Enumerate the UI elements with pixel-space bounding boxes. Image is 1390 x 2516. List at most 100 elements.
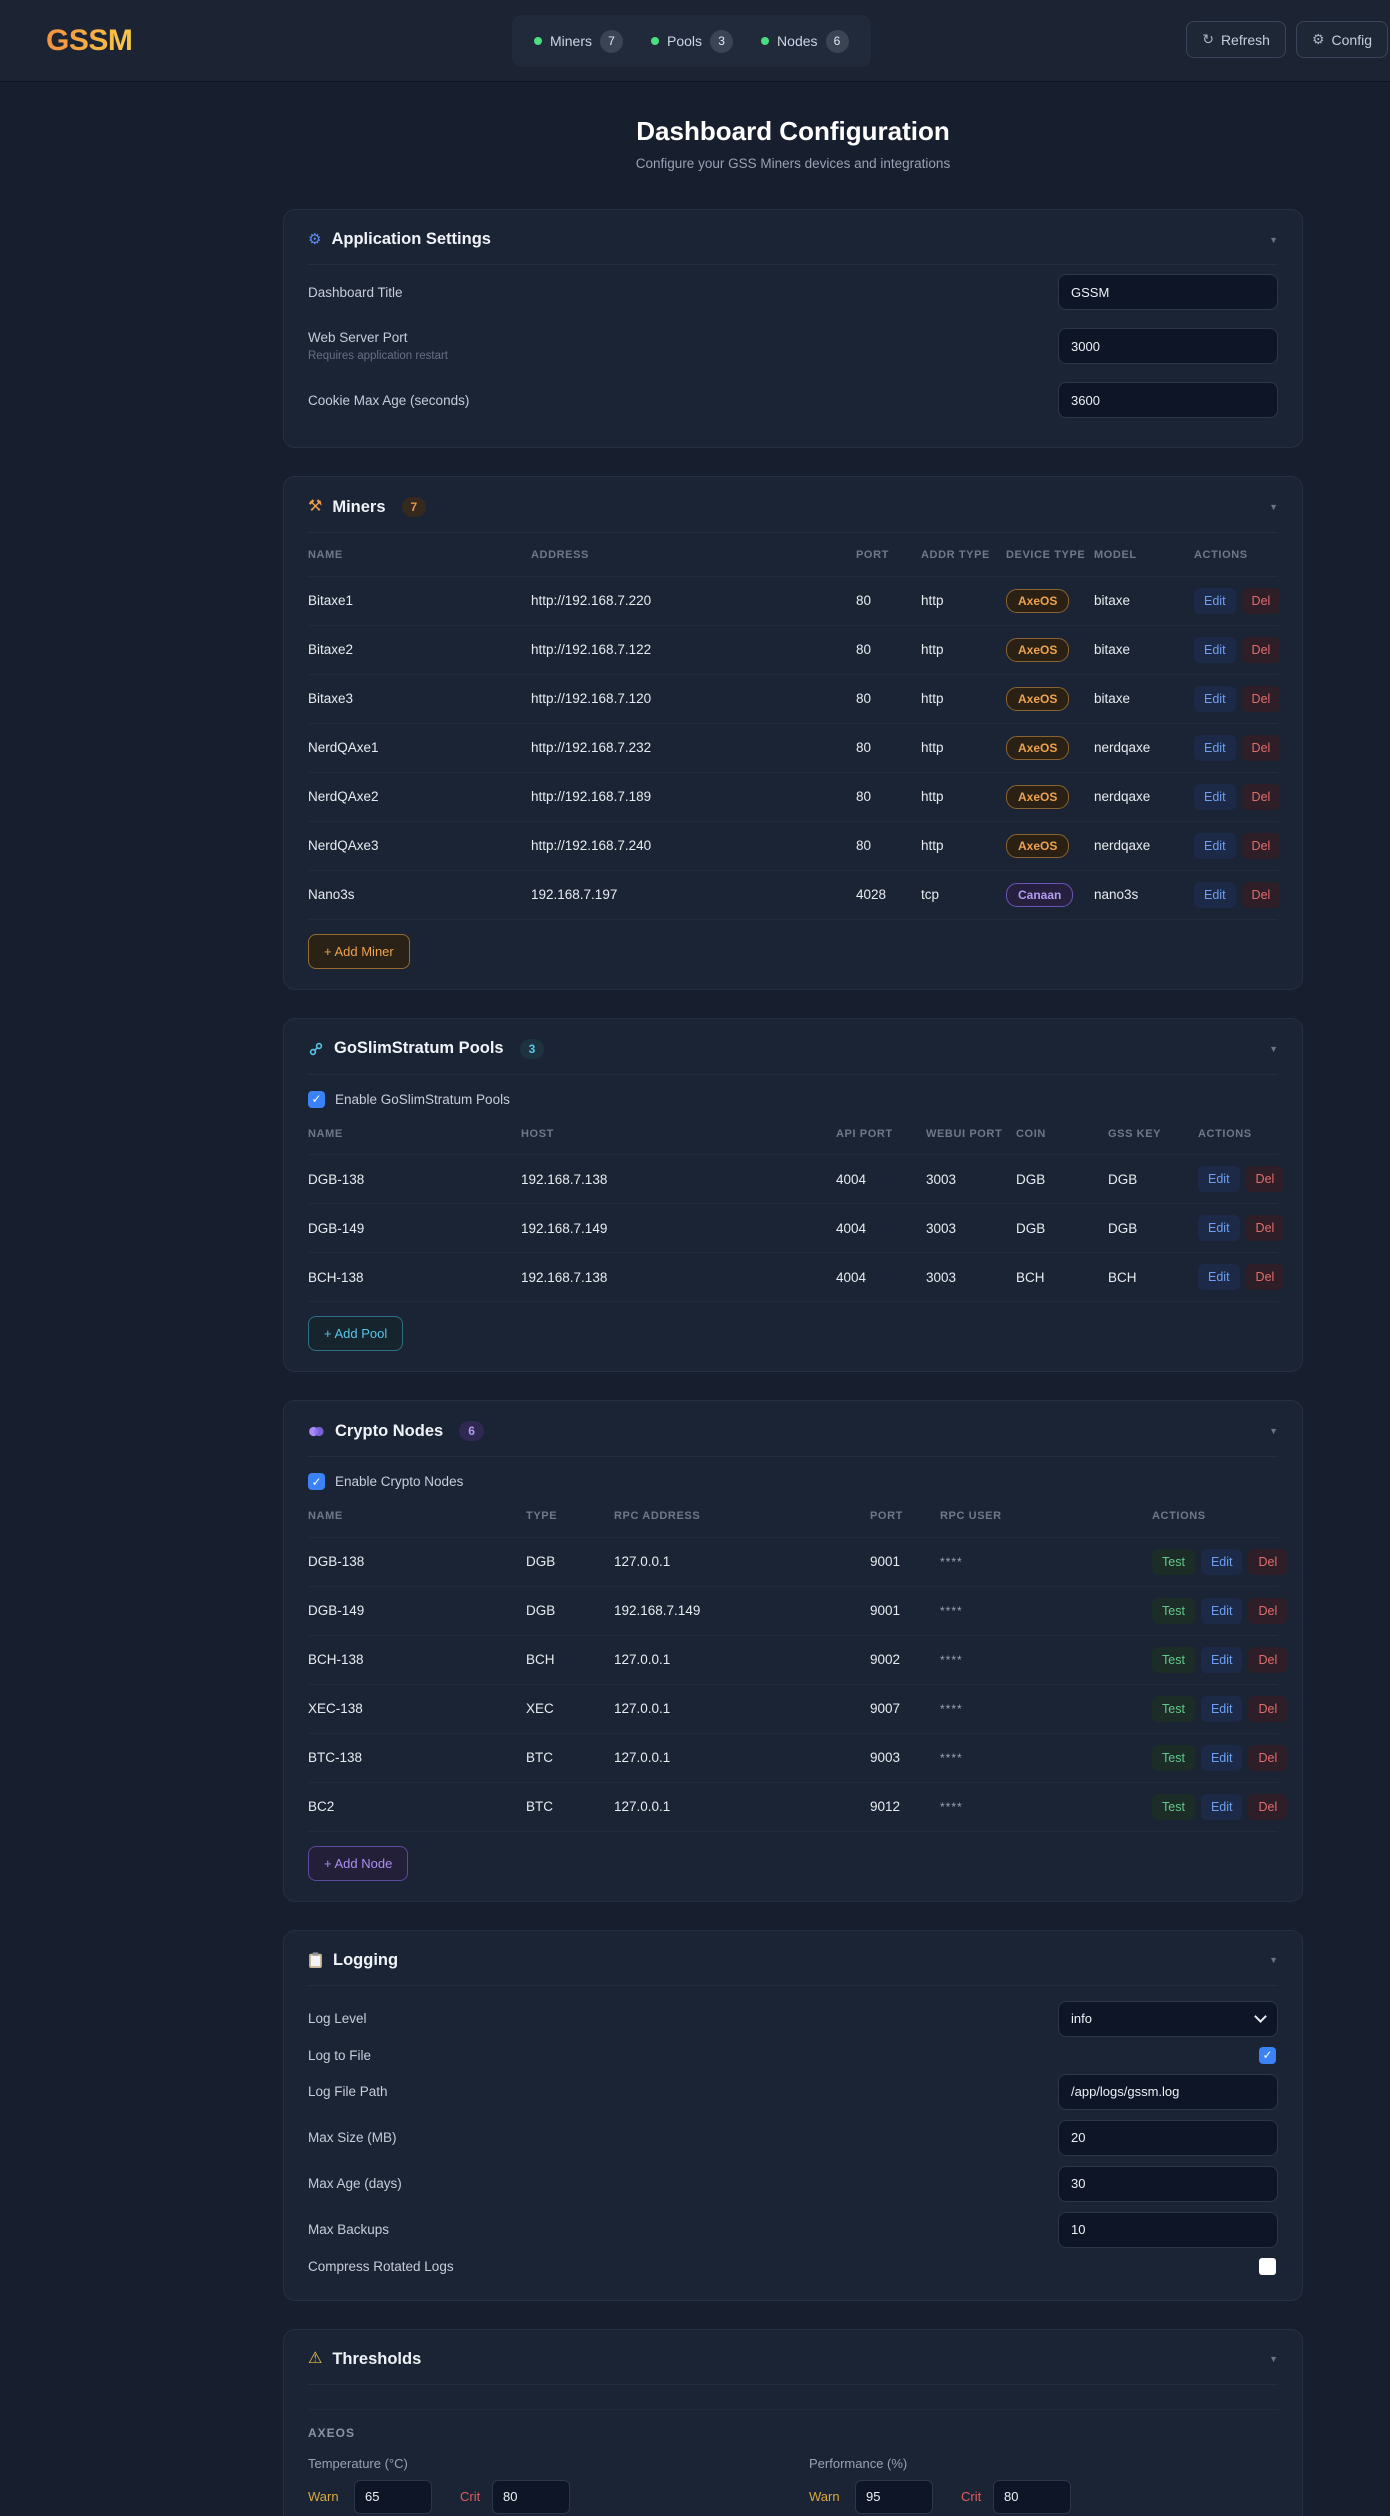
delete-button[interactable]: Del bbox=[1245, 1264, 1285, 1290]
edit-button[interactable]: Edit bbox=[1200, 1695, 1243, 1722]
node-type: DGB bbox=[526, 1603, 556, 1618]
log-level-select[interactable]: info bbox=[1058, 2000, 1278, 2037]
nav-item-pools[interactable]: Pools 3 bbox=[651, 29, 734, 53]
add-node-button[interactable]: + Add Node bbox=[308, 1845, 409, 1881]
delete-button[interactable]: Del bbox=[1248, 1646, 1288, 1673]
cookie-max-age-label: Cookie Max Age (seconds) bbox=[308, 392, 470, 408]
test-button[interactable]: Test bbox=[1152, 1744, 1195, 1771]
edit-button[interactable]: Edit bbox=[1194, 734, 1236, 761]
delete-button[interactable]: Del bbox=[1241, 783, 1281, 810]
delete-button[interactable]: Del bbox=[1241, 636, 1281, 663]
delete-button[interactable]: Del bbox=[1248, 1597, 1288, 1624]
add-pool-button[interactable]: + Add Pool bbox=[308, 1316, 404, 1351]
status-dot-icon bbox=[761, 37, 770, 45]
max-age-input[interactable] bbox=[1058, 2165, 1278, 2202]
node-type: XEC bbox=[526, 1701, 554, 1716]
edit-button[interactable]: Edit bbox=[1198, 1215, 1240, 1241]
nav-item-miners[interactable]: Miners 7 bbox=[534, 29, 624, 53]
delete-button[interactable]: Del bbox=[1248, 1744, 1288, 1771]
node-rpc-user: **** bbox=[940, 1701, 963, 1716]
gear-icon: ⚙ bbox=[308, 231, 322, 248]
compress-logs-row: Compress Rotated Logs bbox=[308, 2253, 1278, 2280]
chevron-down-icon[interactable]: ▼ bbox=[1269, 234, 1278, 245]
delete-button[interactable]: Del bbox=[1241, 832, 1281, 859]
warn-input[interactable] bbox=[354, 2479, 432, 2514]
page-subtitle: Configure your GSS Miners devices and in… bbox=[635, 156, 951, 171]
device-type-badge: Canaan bbox=[1006, 882, 1074, 907]
edit-button[interactable]: Edit bbox=[1198, 1166, 1240, 1192]
compress-logs-checkbox[interactable] bbox=[1259, 2257, 1276, 2275]
col-port: Port bbox=[856, 549, 889, 561]
edit-button[interactable]: Edit bbox=[1194, 636, 1236, 663]
chevron-down-icon[interactable]: ▼ bbox=[1269, 1043, 1278, 1054]
delete-button[interactable]: Del bbox=[1248, 1548, 1288, 1575]
edit-button[interactable]: Edit bbox=[1200, 1744, 1243, 1771]
card-header: ⚙ Application Settings ▼ bbox=[308, 230, 1278, 265]
test-button[interactable]: Test bbox=[1152, 1695, 1195, 1722]
delete-button[interactable]: Del bbox=[1241, 881, 1281, 908]
card-header: GoSlimStratum Pools 3 ▼ bbox=[308, 1038, 1278, 1075]
edit-button[interactable]: Edit bbox=[1200, 1548, 1243, 1575]
web-server-port-input[interactable] bbox=[1058, 328, 1278, 364]
chevron-down-icon[interactable]: ▼ bbox=[1269, 502, 1278, 512]
edit-button[interactable]: Edit bbox=[1200, 1793, 1243, 1820]
edit-button[interactable]: Edit bbox=[1194, 783, 1236, 810]
crit-label: Crit bbox=[460, 2489, 481, 2504]
dashboard-title-input[interactable] bbox=[1058, 274, 1278, 310]
node-name: BCH-138 bbox=[308, 1652, 364, 1667]
edit-button[interactable]: Edit bbox=[1200, 1597, 1243, 1624]
edit-button[interactable]: Edit bbox=[1198, 1264, 1240, 1290]
header-actions: ↻ Refresh ⚙ Config bbox=[1186, 21, 1388, 58]
miner-addr-type: http bbox=[921, 789, 944, 804]
node-name: DGB-138 bbox=[308, 1554, 365, 1569]
delete-button[interactable]: Del bbox=[1245, 1166, 1285, 1192]
edit-button[interactable]: Edit bbox=[1194, 685, 1236, 712]
add-miner-button[interactable]: + Add Miner bbox=[308, 933, 410, 969]
refresh-icon: ↻ bbox=[1202, 31, 1214, 47]
enable-pools-checkbox[interactable]: ✓ bbox=[308, 1090, 325, 1108]
test-button[interactable]: Test bbox=[1152, 1646, 1195, 1673]
max-backups-input[interactable] bbox=[1058, 2211, 1278, 2248]
gear-icon: ⚙ bbox=[1311, 31, 1325, 47]
table-header-row: Name Type RPC Address Port RPC User Acti… bbox=[308, 1496, 1278, 1537]
max-size-input[interactable] bbox=[1058, 2119, 1278, 2156]
delete-button[interactable]: Del bbox=[1245, 1215, 1285, 1241]
node-rpc-address: 127.0.0.1 bbox=[614, 1652, 671, 1667]
warn-input[interactable] bbox=[855, 2479, 933, 2514]
card-pools: GoSlimStratum Pools 3 ▼ ✓ Enable GoSlimS… bbox=[283, 1017, 1303, 1372]
edit-button[interactable]: Edit bbox=[1194, 881, 1236, 908]
section-title: Application Settings bbox=[331, 230, 491, 248]
edit-button[interactable]: Edit bbox=[1194, 587, 1236, 614]
chevron-down-icon[interactable]: ▼ bbox=[1269, 1955, 1278, 1965]
delete-button[interactable]: Del bbox=[1241, 587, 1281, 614]
delete-button[interactable]: Del bbox=[1248, 1695, 1288, 1722]
device-type-badge: AxeOS bbox=[1006, 637, 1070, 662]
miner-model: nerdqaxe bbox=[1094, 789, 1151, 804]
delete-button[interactable]: Del bbox=[1241, 685, 1281, 712]
edit-button[interactable]: Edit bbox=[1194, 832, 1236, 859]
test-button[interactable]: Test bbox=[1152, 1793, 1195, 1820]
web-server-port-label: Web Server Port bbox=[308, 330, 408, 345]
nodes-table: Name Type RPC Address Port RPC User Acti… bbox=[308, 1496, 1288, 1831]
col-address: Address bbox=[531, 549, 589, 561]
config-button[interactable]: ⚙ Config bbox=[1295, 21, 1388, 58]
delete-button[interactable]: Del bbox=[1248, 1793, 1288, 1820]
miner-model: nano3s bbox=[1094, 887, 1139, 902]
test-button[interactable]: Test bbox=[1152, 1597, 1195, 1624]
refresh-button[interactable]: ↻ Refresh bbox=[1186, 21, 1286, 58]
enable-nodes-checkbox[interactable]: ✓ bbox=[308, 1473, 325, 1490]
chevron-down-icon[interactable]: ▼ bbox=[1269, 2354, 1278, 2364]
crit-input[interactable] bbox=[993, 2479, 1071, 2514]
miner-address: http://192.168.7.120 bbox=[531, 691, 652, 706]
node-rpc-address: 127.0.0.1 bbox=[614, 1799, 671, 1814]
log-file-path-input[interactable] bbox=[1058, 2073, 1278, 2110]
cookie-max-age-input[interactable] bbox=[1058, 382, 1278, 418]
table-row: NerdQAxe3 http://192.168.7.240 80 http A… bbox=[308, 820, 1281, 870]
edit-button[interactable]: Edit bbox=[1200, 1646, 1243, 1673]
nav-item-nodes[interactable]: Nodes 6 bbox=[761, 29, 849, 53]
log-to-file-checkbox[interactable]: ✓ bbox=[1259, 2046, 1276, 2064]
crit-input[interactable] bbox=[492, 2479, 570, 2514]
test-button[interactable]: Test bbox=[1152, 1548, 1195, 1575]
chevron-down-icon[interactable]: ▼ bbox=[1269, 1426, 1278, 1436]
delete-button[interactable]: Del bbox=[1241, 734, 1281, 761]
